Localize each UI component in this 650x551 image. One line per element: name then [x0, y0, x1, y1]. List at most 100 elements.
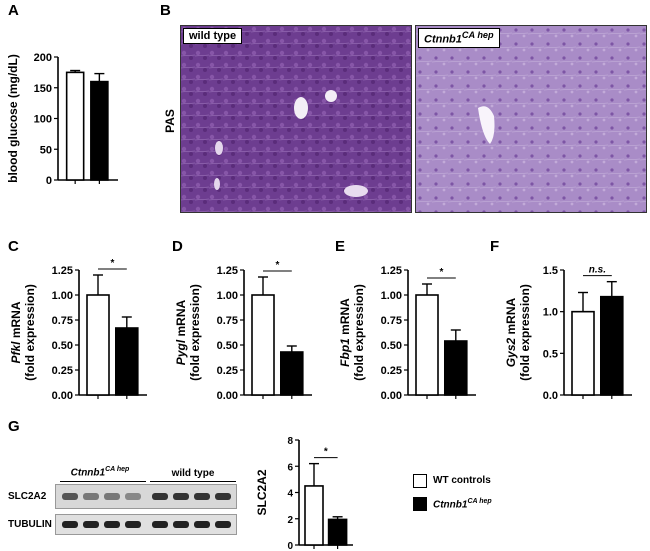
y-tick-label-c: 1.25: [52, 265, 73, 277]
y-tick-label-d: 0.50: [217, 340, 238, 352]
blot-group-ctnnb1-gene: Ctnnb1: [70, 467, 106, 479]
blot-group-ctnnb1-sup: CA hep: [105, 466, 130, 473]
significance-mark-e: *: [439, 267, 443, 278]
y-tick-label-f: 1.0: [543, 307, 558, 319]
y-label-rest-d: mRNA: [174, 300, 188, 340]
y-tick-label-a: 50: [40, 144, 52, 156]
blot-band: [104, 493, 120, 500]
panel-letter-b: B: [160, 2, 171, 19]
bar-e-wt: [415, 294, 439, 396]
blot-group-ctnnb1-line: [60, 481, 146, 482]
legend-label-wt: WT controls: [433, 475, 491, 486]
y-tick-label-g: 8: [287, 436, 293, 447]
blot-band: [125, 521, 141, 528]
y-tick-label-e: 0.75: [381, 315, 402, 327]
y-label-e: Fbp1 mRNA: [338, 298, 352, 367]
blot-group-ctnnb1: Ctnnb1CA hep: [55, 466, 145, 478]
y-tick-label-f: 0.0: [543, 390, 558, 402]
y-tick-label-d: 0.25: [217, 365, 238, 377]
y-tick-label-c: 0.50: [52, 340, 73, 352]
bar-c-ctnnb1: [115, 327, 139, 396]
bar-d-wt: [251, 294, 275, 396]
bar-e-ctnnb1: [443, 340, 468, 396]
y-tick-label-c: 0.25: [52, 365, 73, 377]
y-tick-label-a: 150: [34, 83, 52, 95]
y-tick-label-a: 200: [34, 52, 52, 64]
panel-letter-g: G: [8, 418, 20, 435]
y-label-c: Pfkl mRNA: [9, 301, 23, 363]
y-tick-label-f: 1.5: [543, 265, 558, 277]
y-tick-label-f: 0.5: [543, 348, 558, 360]
legend-swatch-wt: [413, 474, 427, 488]
blot-band: [62, 493, 78, 500]
blot-band: [125, 493, 141, 500]
y-label-gene-e: Fbp1: [338, 338, 352, 367]
y-tick-label-a: 0: [46, 175, 52, 187]
y-tick-label-e: 0.00: [381, 390, 402, 402]
y-label-line2-e: (fold expression): [352, 284, 366, 381]
y-tick-label-c: 1.00: [52, 290, 73, 302]
legend-label-ctnnb1: Ctnnb1CA hep: [433, 498, 492, 510]
y-label-rest-e: mRNA: [338, 298, 352, 338]
significance-mark-f: n.s.: [589, 265, 606, 276]
y-label-gene-d: Pygl: [174, 339, 188, 365]
panel-letter-e: E: [335, 238, 346, 255]
legend-label-ctnnb1-gene: Ctnnb1: [433, 499, 468, 511]
blot-band: [173, 521, 189, 528]
blot-row-tubulin: TUBULIN: [8, 519, 52, 530]
blot-band: [215, 521, 231, 528]
legend-swatch-ctnnb1: [413, 497, 427, 511]
ctnnb1-label: Ctnnb1CA hep: [418, 28, 500, 48]
significance-mark-c: *: [110, 258, 114, 269]
blot-band: [194, 521, 210, 528]
y-tick-label-d: 1.25: [217, 265, 238, 277]
panel-letter-d: D: [172, 238, 183, 255]
legend-label-ctnnb1-sup: CA hep: [467, 498, 492, 505]
y-label-rest-c: mRNA: [9, 301, 23, 341]
y-tick-label-c: 0.75: [52, 315, 73, 327]
y-label-g: SLC2A2: [255, 469, 269, 515]
significance-mark-g: *: [324, 447, 328, 458]
panel-letter-c: C: [8, 238, 19, 255]
tubulin-blot: [55, 514, 237, 535]
bar-a-ctnnb1: [90, 80, 109, 181]
wild-type-label: wild type: [183, 28, 243, 44]
y-label-gene-c: Pfkl: [9, 341, 23, 364]
ctnnb1-micrograph: Ctnnb1CA hep: [415, 25, 647, 213]
y-tick-label-a: 100: [34, 114, 52, 126]
y-label-rest-f: mRNA: [504, 297, 518, 337]
y-tick-label-d: 0.00: [217, 390, 238, 402]
blot-band: [152, 493, 168, 500]
blot-band: [152, 521, 168, 528]
y-tick-label-g: 2: [287, 515, 293, 526]
y-label-line2-c: (fold expression): [23, 284, 37, 381]
y-tick-label-e: 1.25: [381, 265, 402, 277]
slc2a2-blot: [55, 484, 237, 509]
y-label-f: Gys2 mRNA: [504, 297, 518, 367]
bar-a-wt: [65, 71, 85, 181]
y-label-line2-f: (fold expression): [518, 284, 532, 381]
wild-type-micrograph: wild type: [180, 25, 412, 213]
bar-g-wt: [304, 485, 324, 546]
significance-mark-d: *: [275, 260, 279, 271]
blot-row-slc2a2: SLC2A2: [8, 491, 47, 502]
blot-band: [83, 521, 99, 528]
y-tick-label-e: 0.50: [381, 340, 402, 352]
panel-letter-f: F: [490, 238, 500, 255]
blot-band: [62, 521, 78, 528]
y-label-gene-f: Gys2: [504, 338, 518, 368]
bar-f-wt: [571, 310, 595, 396]
bar-c-wt: [86, 294, 110, 396]
y-tick-label-d: 0.75: [217, 315, 238, 327]
y-tick-label-c: 0.00: [52, 390, 73, 402]
blot-group-wild-type: wild type: [171, 468, 215, 479]
bar-d-ctnnb1: [279, 351, 304, 396]
y-label-line2-d: (fold expression): [188, 284, 202, 381]
blot-band: [104, 521, 120, 528]
blot-group-wild-type-line: [150, 481, 236, 482]
y-tick-label-g: 0: [287, 541, 293, 551]
ctnnb1-label-sup: CA hep: [461, 30, 494, 40]
blot-band: [194, 493, 210, 500]
panel-letter-a: A: [8, 2, 19, 19]
